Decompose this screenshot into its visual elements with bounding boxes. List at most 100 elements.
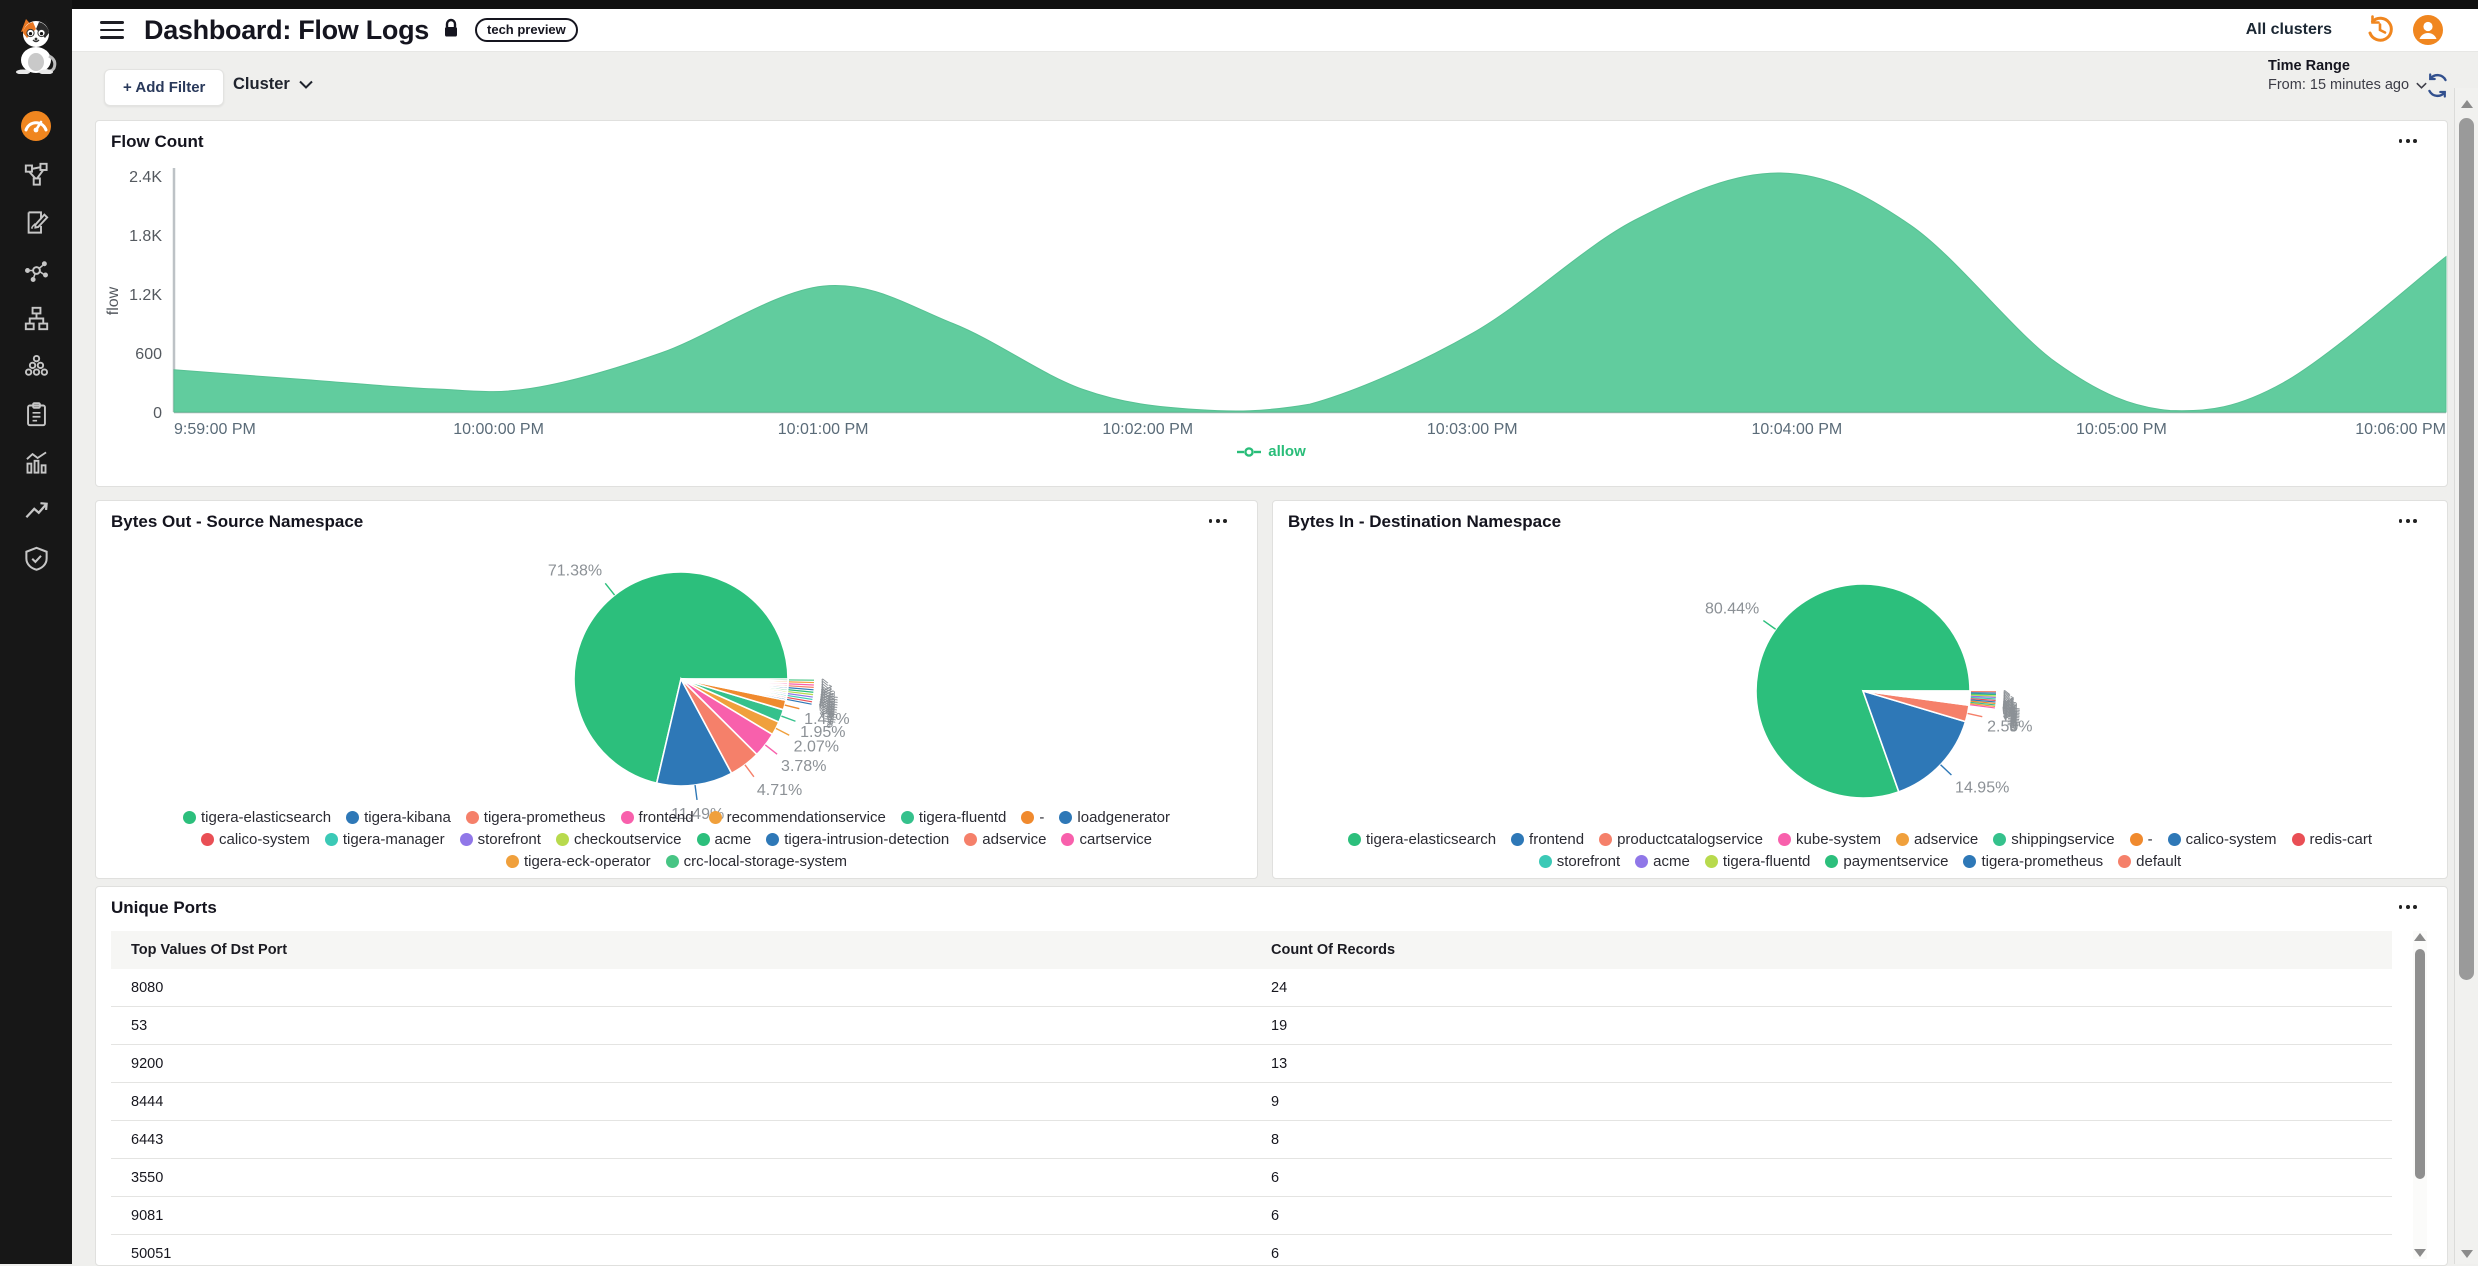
legend-item-tigera-elasticsearch[interactable]: tigera-elasticsearch [1348, 831, 1496, 848]
refresh-icon[interactable] [2424, 72, 2451, 104]
legend-item-tigera-manager[interactable]: tigera-manager [325, 831, 445, 848]
cell-count: 6 [1271, 1208, 2392, 1224]
calico-cat-logo[interactable] [13, 14, 59, 76]
legend-item-productcatalogservice[interactable]: productcatalogservice [1599, 831, 1763, 848]
scroll-up-arrow[interactable] [2461, 100, 2473, 108]
page-scrollbar-thumb[interactable] [2459, 118, 2474, 980]
legend-dot [1993, 833, 2006, 846]
network-hierarchy-icon[interactable] [12, 294, 60, 342]
allow-series-marker-icon [1237, 446, 1261, 458]
legend-item-tigera-prometheus[interactable]: tigera-prometheus [466, 809, 606, 826]
legend-dot [183, 811, 196, 824]
legend-item-tigera-fluentd[interactable]: tigera-fluentd [901, 809, 1007, 826]
svg-text:10:05:00 PM: 10:05:00 PM [2076, 421, 2167, 438]
document-edit-icon[interactable] [12, 198, 60, 246]
legend-item-frontend[interactable]: frontend [1511, 831, 1584, 848]
panel-title: Unique Ports [111, 898, 217, 918]
legend-item-checkoutservice[interactable]: checkoutservice [556, 831, 682, 848]
legend-item-paymentservice[interactable]: paymentservice [1825, 853, 1948, 870]
legend-item--[interactable]: - [1021, 809, 1044, 826]
legend-label: paymentservice [1843, 853, 1948, 870]
legend-dot [1825, 855, 1838, 868]
panel-menu-ellipsis[interactable] [2395, 901, 2421, 913]
legend-item-acme[interactable]: acme [1635, 853, 1690, 870]
legend-item-tigera-eck-operator[interactable]: tigera-eck-operator [506, 853, 651, 870]
panel-menu-ellipsis[interactable] [1205, 515, 1231, 527]
legend-item-adservice[interactable]: adservice [964, 831, 1046, 848]
unique-ports-table: Top Values Of Dst Port Count Of Records … [111, 931, 2392, 1266]
legend-item-default[interactable]: default [2118, 853, 2181, 870]
legend-item--[interactable]: - [2130, 831, 2153, 848]
all-clusters-selector[interactable]: All clusters [2246, 21, 2332, 39]
legend-item-adservice[interactable]: adservice [1896, 831, 1978, 848]
svg-text:2.07%: 2.07% [794, 739, 839, 756]
legend-item-recommendationservice[interactable]: recommendationservice [709, 809, 886, 826]
table-scrollbar[interactable] [2413, 931, 2427, 1259]
time-range-value: From: 15 minutes ago [2268, 77, 2427, 93]
legend-item-acme[interactable]: acme [697, 831, 752, 848]
legend-item-crc-local-storage-system[interactable]: crc-local-storage-system [666, 853, 847, 870]
legend-item-redis-cart[interactable]: redis-cart [2292, 831, 2373, 848]
cell-count: 24 [1271, 980, 2392, 996]
scroll-down-arrow[interactable] [2461, 1250, 2473, 1258]
scroll-up-arrow[interactable] [2414, 933, 2426, 941]
time-range-selector[interactable]: Time Range From: 15 minutes ago [2268, 58, 2427, 93]
add-filter-button[interactable]: + Add Filter [104, 69, 224, 106]
legend-item-frontend[interactable]: frontend [621, 809, 694, 826]
legend-item-tigera-intrusion-detection[interactable]: tigera-intrusion-detection [766, 831, 949, 848]
svg-text:10:04:00 PM: 10:04:00 PM [1751, 421, 1842, 438]
svg-text:9:59:00 PM: 9:59:00 PM [174, 421, 256, 438]
allow-series-label: allow [1268, 443, 1306, 460]
cluster-dropdown[interactable]: Cluster [233, 75, 313, 94]
table-header-row: Top Values Of Dst Port Count Of Records [111, 931, 2392, 969]
svg-text:2.4K: 2.4K [129, 169, 162, 186]
svg-text:3.78%: 3.78% [781, 758, 826, 775]
cluster-dots-icon[interactable] [12, 342, 60, 390]
svg-text:80.44%: 80.44% [1705, 601, 1759, 618]
table-scrollbar-thumb[interactable] [2415, 949, 2425, 1179]
shield-check-icon[interactable] [12, 534, 60, 582]
bytes-in-panel: Bytes In - Destination Namespace 80.44%1… [1272, 500, 2448, 879]
user-avatar-icon[interactable] [2412, 14, 2444, 46]
bytes-out-pie-chart: 71.38%11.49%4.71%3.78%2.07%1.95%1.47%<1%… [96, 537, 1257, 837]
legend-item-loadgenerator[interactable]: loadgenerator [1059, 809, 1170, 826]
service-graph-icon[interactable] [12, 150, 60, 198]
legend-label: - [2148, 831, 2153, 848]
scroll-down-arrow[interactable] [2414, 1249, 2426, 1257]
cell-dst-port: 8444 [111, 1094, 1271, 1110]
flow-chart-legend-allow[interactable]: allow [96, 443, 2447, 460]
clipboard-list-icon[interactable] [12, 390, 60, 438]
molecule-graph-icon[interactable] [12, 246, 60, 294]
legend-item-tigera-kibana[interactable]: tigera-kibana [346, 809, 451, 826]
cell-dst-port: 50051 [111, 1246, 1271, 1262]
legend-item-tigera-fluentd[interactable]: tigera-fluentd [1705, 853, 1811, 870]
legend-item-storefront[interactable]: storefront [460, 831, 541, 848]
bytes-out-panel: Bytes Out - Source Namespace 71.38%11.49… [95, 500, 1258, 879]
legend-item-tigera-elasticsearch[interactable]: tigera-elasticsearch [183, 809, 331, 826]
legend-item-cartservice[interactable]: cartservice [1061, 831, 1152, 848]
legend-dot [2168, 833, 2181, 846]
legend-item-tigera-prometheus[interactable]: tigera-prometheus [1963, 853, 2103, 870]
legend-item-kube-system[interactable]: kube-system [1778, 831, 1881, 848]
hamburger-menu-icon[interactable] [100, 21, 124, 39]
app-header: Dashboard: Flow Logs tech preview All cl… [72, 9, 2478, 52]
legend-dot [1061, 833, 1074, 846]
legend-item-calico-system[interactable]: calico-system [201, 831, 310, 848]
history-clock-icon[interactable] [2364, 14, 2396, 46]
svg-text:14.95%: 14.95% [1955, 779, 2009, 796]
legend-item-shippingservice[interactable]: shippingservice [1993, 831, 2114, 848]
gauge-dashboard-icon[interactable] [12, 102, 60, 150]
legend-item-calico-system[interactable]: calico-system [2168, 831, 2277, 848]
panel-menu-ellipsis[interactable] [2395, 515, 2421, 527]
bar-chart-icon[interactable] [12, 438, 60, 486]
svg-text:1.8K: 1.8K [129, 228, 162, 245]
legend-dot [1896, 833, 1909, 846]
legend-dot [709, 811, 722, 824]
legend-dot [466, 811, 479, 824]
trend-arrow-icon[interactable] [12, 486, 60, 534]
legend-dot [1778, 833, 1791, 846]
page-scrollbar[interactable] [2454, 88, 2478, 1264]
legend-item-storefront[interactable]: storefront [1539, 853, 1620, 870]
legend-dot [1635, 855, 1648, 868]
